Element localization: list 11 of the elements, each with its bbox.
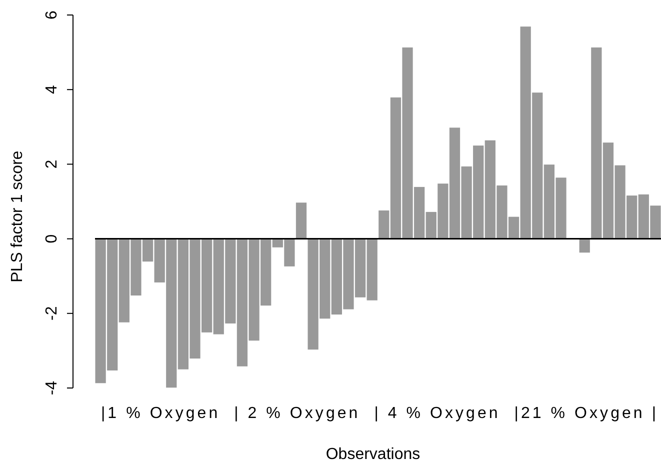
bar bbox=[296, 202, 307, 239]
x-axis-title: Observations bbox=[326, 446, 420, 463]
bar bbox=[579, 238, 590, 253]
y-tick-label: 0 bbox=[44, 234, 61, 244]
y-tick-label: -4 bbox=[44, 380, 61, 396]
y-tick-label: 2 bbox=[44, 160, 61, 169]
y-tick-label: 6 bbox=[44, 10, 61, 20]
y-axis-title: PLS factor 1 score bbox=[9, 150, 26, 282]
y-tick-label: -2 bbox=[44, 306, 61, 321]
text: |1 % Oxygen | 2 % Oxygen | 4 % Oxygen |21 % Oxygen | bbox=[101, 405, 656, 422]
y-tick-label: 4 bbox=[44, 85, 61, 94]
